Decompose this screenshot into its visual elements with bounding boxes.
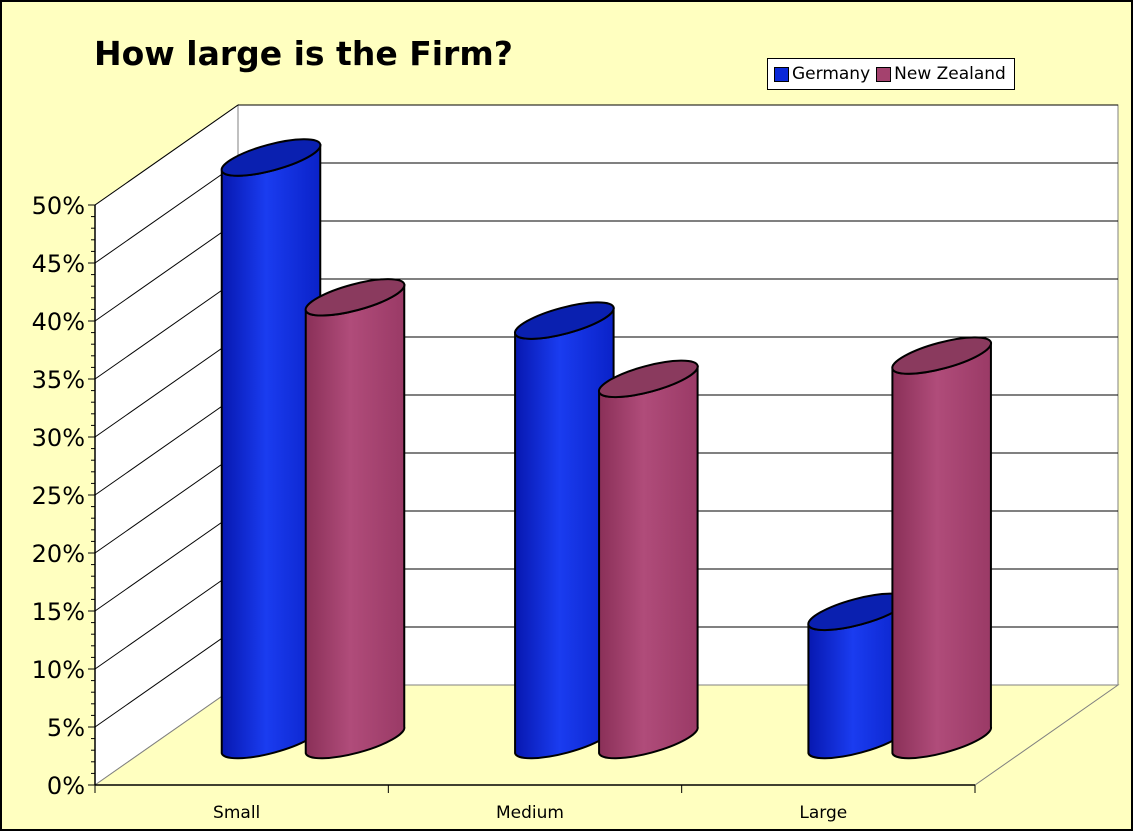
y-tick-label: 5% [47,714,85,742]
y-axis: 0% 5% 10% 15% 20% 25% 30% 35% 40% 45% 50% [32,192,96,800]
y-tick-label: 50% [32,192,85,220]
legend-label-germany: Germany [792,64,871,84]
bar-top [220,138,322,177]
bars [220,138,993,760]
bar-new-zealand-medium [597,359,699,760]
legend: Germany New Zealand [767,58,1015,90]
legend-swatch-germany [774,66,789,82]
chart-title: How large is the Firm? [94,34,513,73]
gridline-side [94,162,239,264]
gridline-side [94,220,239,322]
bar-germany-medium [513,301,615,760]
legend-label-new-zealand: New Zealand [894,64,1006,84]
bar-body [891,342,992,760]
y-tick-label: 10% [32,656,85,684]
y-tick-label: 35% [32,366,85,394]
legend-item-germany: Germany [774,64,870,84]
x-tick-label: Small [213,803,260,823]
y-tick-label: 15% [32,598,85,626]
bar-body [304,283,406,760]
x-tick-label: Medium [496,803,564,823]
bar-top [597,359,699,399]
gridline-side [94,568,239,670]
bar-top [891,336,993,375]
y-tick-label: 45% [32,250,85,278]
bar-body [598,365,699,760]
bar-new-zealand-large [891,336,993,760]
gridline-side [94,452,239,554]
gridline-side [94,336,239,438]
bar-germany-large [807,592,909,760]
x-tick-label: Large [799,803,847,823]
legend-swatch-new-zealand [876,66,892,82]
bar-top [513,301,615,340]
y-tick-label: 20% [32,540,85,568]
gridline-side [94,278,239,380]
x-axis: Small Medium Large [94,784,976,823]
bar-top [304,278,406,317]
gridline-side [94,626,239,728]
gridline-side [94,104,239,206]
y-tick-label: 40% [32,308,85,336]
legend-item-new-zealand: New Zealand [876,64,1006,84]
y-tick-label: 30% [32,424,85,452]
bar-new-zealand-small [304,278,406,760]
gridline-side [94,394,239,496]
gridline-side [94,510,239,612]
y-tick-label: 0% [47,772,85,800]
y-tick-label: 25% [32,482,85,510]
